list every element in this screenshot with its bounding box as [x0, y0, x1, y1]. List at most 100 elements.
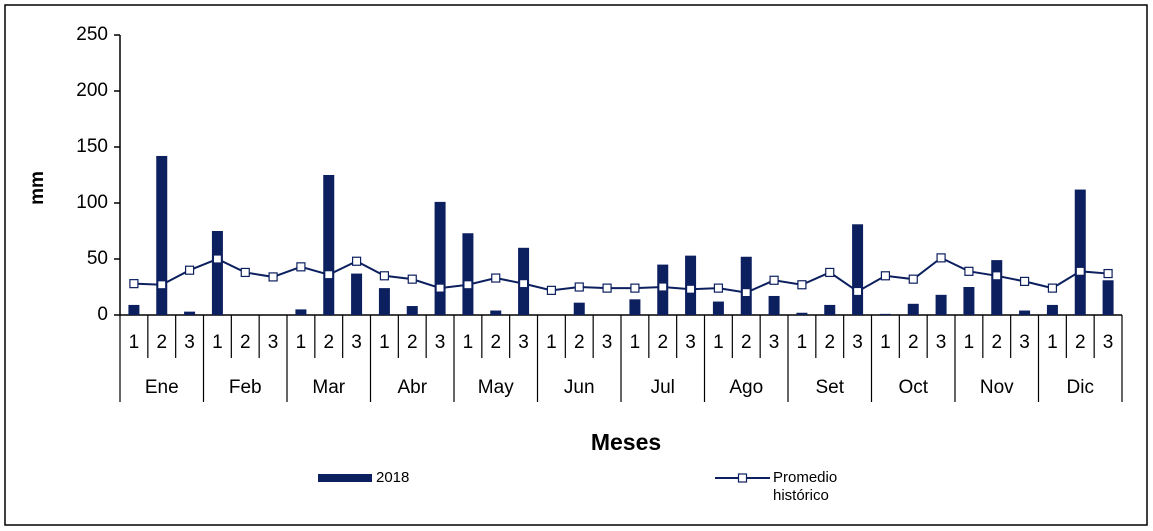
x-tick-label: 2: [407, 332, 418, 353]
x-tick-label: 1: [212, 332, 223, 353]
x-tick-label: 1: [296, 332, 307, 353]
bar: [935, 294, 947, 315]
legend-label: Promedio histórico: [773, 469, 838, 504]
legend-marker: [737, 473, 748, 483]
bar: [712, 301, 724, 315]
x-tick-label: 2: [908, 332, 919, 353]
marker: [658, 282, 668, 292]
bar: [295, 309, 307, 315]
x-tick-label: 1: [797, 332, 808, 353]
marker: [518, 279, 529, 289]
bar: [490, 310, 502, 315]
marker: [296, 262, 306, 272]
group-label: Abr: [397, 377, 427, 398]
marker: [852, 286, 863, 297]
x-tick-label: 3: [351, 332, 362, 353]
bar: [1102, 280, 1114, 315]
marker: [1103, 268, 1113, 279]
marker: [463, 280, 473, 290]
x-tick-label: 3: [602, 332, 613, 353]
marker: [685, 284, 696, 294]
group-label: May: [478, 377, 514, 398]
bar: [963, 287, 975, 315]
marker: [936, 253, 946, 263]
x-tick-label: 3: [1019, 332, 1030, 353]
bar: [128, 304, 140, 315]
marker: [574, 282, 584, 292]
marker: [491, 273, 501, 283]
marker: [825, 267, 835, 278]
x-tick-label: 3: [518, 332, 529, 353]
marker: [602, 283, 612, 293]
x-tick-label: 2: [490, 332, 501, 353]
bar: [378, 288, 390, 315]
x-tick-label: 2: [741, 332, 752, 353]
x-tick-label: 1: [713, 332, 724, 353]
bar: [991, 260, 1003, 315]
x-tick-label: 2: [323, 332, 334, 353]
bar: [796, 312, 808, 315]
group-label: Oct: [898, 377, 928, 398]
x-tick-label: 2: [240, 332, 251, 353]
marker: [184, 265, 195, 275]
bar: [1019, 310, 1031, 315]
marker: [324, 270, 334, 280]
group-label: Set: [815, 377, 844, 398]
x-tick-label: 1: [463, 332, 474, 353]
group-label: Ago: [729, 377, 763, 398]
bar: [211, 231, 223, 315]
x-axis-label: Meses: [591, 429, 661, 455]
bar: [406, 306, 418, 315]
x-tick-label: 3: [268, 332, 279, 353]
x-tick-label: 3: [435, 332, 446, 353]
line: [133, 256, 1109, 294]
bar: [323, 175, 335, 315]
marker: [129, 279, 139, 289]
x-tick-label: 3: [936, 332, 947, 353]
marker: [407, 274, 417, 284]
marker: [157, 280, 167, 290]
x-tick-label: 2: [1075, 332, 1086, 353]
marker: [908, 274, 918, 284]
marker: [1019, 276, 1030, 286]
x-tick-label: 1: [964, 332, 975, 353]
x-tick-label: 1: [1047, 332, 1058, 353]
x-tick-label: 1: [546, 332, 557, 353]
marker: [546, 285, 557, 295]
marker: [1075, 266, 1085, 276]
x-tick-label: 3: [685, 332, 696, 353]
marker: [1047, 283, 1058, 293]
y-tick-label: 50: [87, 248, 108, 269]
marker: [351, 256, 362, 266]
frame: [4, 4, 1148, 526]
x-tick-label: 2: [824, 332, 835, 353]
marker: [379, 271, 390, 281]
x-tick-label: 2: [657, 332, 668, 353]
x-tick-label: 1: [379, 332, 390, 353]
marker: [268, 272, 278, 282]
bar: [740, 256, 752, 315]
group-label: Dic: [1067, 377, 1094, 398]
bar: [351, 273, 363, 315]
legend-swatch: [318, 474, 372, 482]
x-tick-label: 2: [574, 332, 585, 353]
x-tick-label: 3: [852, 332, 863, 353]
y-axis-label: mm: [27, 171, 48, 205]
y-tick-label: 250: [76, 24, 108, 45]
legend-label: 2018: [376, 469, 410, 486]
y-tick-label: 200: [76, 80, 108, 101]
x-tick-label: 1: [129, 332, 140, 353]
bar: [1074, 189, 1086, 315]
bar: [1046, 304, 1058, 315]
marker: [992, 271, 1002, 281]
group-label: Jul: [651, 377, 675, 398]
x-tick-label: 3: [769, 332, 780, 353]
bar: [824, 304, 836, 315]
bar: [629, 299, 641, 315]
bar: [768, 295, 780, 315]
marker: [880, 271, 891, 281]
marker: [630, 283, 640, 293]
group-label: Ene: [145, 377, 179, 398]
